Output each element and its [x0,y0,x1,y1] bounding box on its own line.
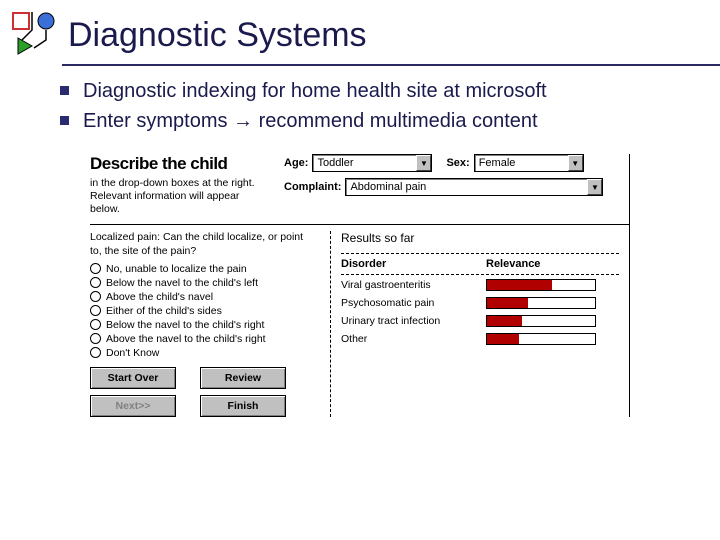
bullet-icon [60,86,69,95]
bullet-list: Diagnostic indexing for home health site… [0,78,720,134]
results-title: Results so far [341,231,619,245]
option-label: Below the navel to the child's left [106,277,258,289]
result-row: Psychosomatic pain [341,297,619,309]
button-label: Next>> [115,400,150,412]
radio-option[interactable]: Don't Know [90,347,310,359]
logo-icon [10,10,60,60]
review-button[interactable]: Review [200,367,286,389]
radio-icon[interactable] [90,319,101,330]
age-dropdown[interactable]: Toddler ▼ [312,154,432,172]
radio-option[interactable]: Above the navel to the child's right [90,333,310,345]
radio-icon[interactable] [90,263,101,274]
disorder-name: Psychosomatic pain [341,297,486,309]
describe-title: Describe the child [90,154,272,174]
question-text: Localized pain: Can the child localize, … [90,231,310,258]
complaint-label: Complaint: [284,181,341,193]
bullet-icon [60,116,69,125]
option-label: Don't Know [106,347,159,359]
dashed-divider [341,253,619,254]
radio-option[interactable]: Below the navel to the child's left [90,277,310,289]
sex-value: Female [479,157,568,169]
radio-icon[interactable] [90,291,101,302]
radio-icon[interactable] [90,347,101,358]
sex-dropdown[interactable]: Female ▼ [474,154,584,172]
form-panel: Age: Toddler ▼ Sex: Female ▼ Complaint: … [280,154,629,216]
relevance-bar [486,333,596,345]
start-over-button[interactable]: Start Over [90,367,176,389]
disorder-name: Urinary tract infection [341,315,486,327]
age-value: Toddler [317,157,416,169]
complaint-dropdown[interactable]: Abdominal pain ▼ [345,178,603,196]
result-row: Viral gastroenteritis [341,279,619,291]
bullet-text: Diagnostic indexing for home health site… [83,78,547,104]
describe-text: in the drop-down boxes at the right. Rel… [90,177,272,216]
finish-button[interactable]: Finish [200,395,286,417]
describe-panel: Describe the child in the drop-down boxe… [90,154,280,216]
slide-header: Diagnostic Systems [0,0,720,60]
radio-option[interactable]: No, unable to localize the pain [90,263,310,275]
relevance-bar-fill [487,334,519,344]
bullet-item: Enter symptoms → recommend multimedia co… [60,108,720,134]
relevance-bar-fill [487,316,522,326]
sex-label: Sex: [446,157,469,169]
results-panel: Results so far Disorder Relevance Viral … [341,231,629,416]
app-screenshot: Describe the child in the drop-down boxe… [90,154,630,417]
button-label: Review [225,372,261,384]
disorder-name: Other [341,333,486,345]
option-label: Either of the child's sides [106,305,222,317]
relevance-header: Relevance [486,258,619,270]
next-button[interactable]: Next>> [90,395,176,417]
button-label: Start Over [108,372,159,384]
relevance-bar [486,315,596,327]
result-row: Other [341,333,619,345]
complaint-value: Abdominal pain [350,181,587,193]
question-panel: Localized pain: Can the child localize, … [90,231,320,416]
radio-option[interactable]: Above the child's navel [90,291,310,303]
title-underline [62,64,720,66]
divider [90,224,629,225]
radio-icon[interactable] [90,333,101,344]
relevance-bar-fill [487,298,528,308]
relevance-bar [486,279,596,291]
relevance-bar [486,297,596,309]
radio-icon[interactable] [90,305,101,316]
chevron-down-icon[interactable]: ▼ [587,179,602,195]
option-label: No, unable to localize the pain [106,263,247,275]
result-row: Urinary tract infection [341,315,619,327]
disorder-name: Viral gastroenteritis [341,279,486,291]
disorder-header: Disorder [341,258,486,270]
chevron-down-icon[interactable]: ▼ [568,155,583,171]
bullet-text: Enter symptoms → recommend multimedia co… [83,108,538,134]
vertical-divider [330,231,331,416]
chevron-down-icon[interactable]: ▼ [416,155,431,171]
radio-icon[interactable] [90,277,101,288]
relevance-bar-fill [487,280,552,290]
radio-option[interactable]: Below the navel to the child's right [90,319,310,331]
option-label: Above the child's navel [106,291,213,303]
option-label: Below the navel to the child's right [106,319,264,331]
slide-title: Diagnostic Systems [68,16,367,55]
button-label: Finish [228,400,259,412]
bullet-item: Diagnostic indexing for home health site… [60,78,720,104]
option-label: Above the navel to the child's right [106,333,266,345]
dashed-divider [341,274,619,275]
age-label: Age: [284,157,308,169]
radio-option[interactable]: Either of the child's sides [90,305,310,317]
